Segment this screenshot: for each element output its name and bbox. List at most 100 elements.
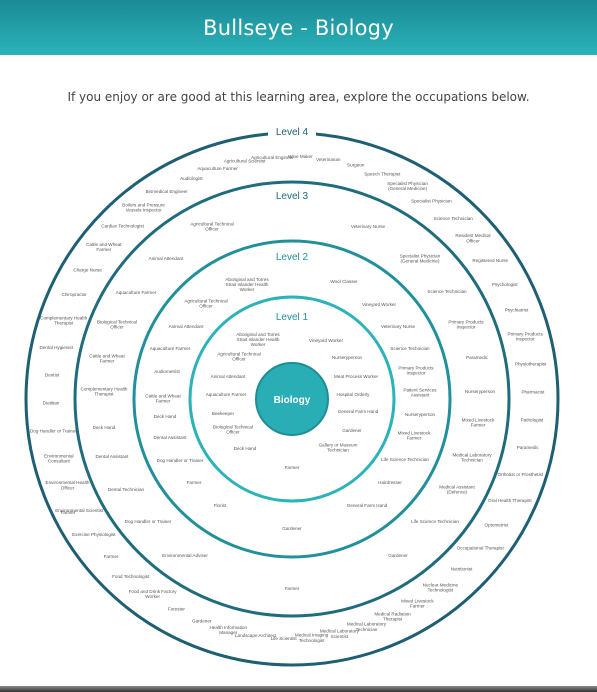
occupation-level4-7[interactable]: Science Technician bbox=[434, 216, 474, 221]
occupation-level1-14[interactable]: Vineyard Worker bbox=[309, 338, 344, 343]
occupation-level2-5[interactable]: Primary Products Inspector bbox=[398, 365, 434, 375]
occupation-level2-19[interactable]: Audiometrist bbox=[154, 369, 180, 374]
occupation-level3-6[interactable]: Mixed Livestock Farmer bbox=[462, 417, 495, 427]
occupation-level4-22[interactable]: Nuclear Medicine Technologist bbox=[423, 582, 459, 592]
occupation-level3-15[interactable]: Dental Assistant bbox=[96, 454, 130, 459]
occupation-level4-19[interactable]: Optometrist bbox=[485, 523, 509, 528]
occupation-level4-49[interactable]: Boilers and Pressure Vessels Inspector bbox=[122, 202, 165, 212]
occupation-level4-37[interactable]: Environmental Scientist bbox=[55, 508, 104, 513]
occupation-level3-7[interactable]: Medical Laboratory Technician bbox=[452, 452, 492, 462]
occupation-level3-2[interactable]: Science Technician bbox=[427, 289, 467, 294]
occupation-level4-3[interactable]: Surgeon bbox=[347, 163, 365, 168]
occupation-level4-43[interactable]: Dental Hygienist bbox=[40, 345, 74, 350]
occupation-level3-12[interactable]: Environmental Adviser bbox=[162, 553, 208, 558]
occupation-level1-8[interactable]: Gallery or Museum Technician bbox=[319, 442, 358, 452]
occupation-level4-5[interactable]: Specialist Physician (General Medicine) bbox=[387, 181, 428, 191]
occupation-level1-7[interactable]: Farmer bbox=[285, 465, 300, 470]
occupation-level3-8[interactable]: Medical Assistant (Defence) bbox=[439, 484, 475, 494]
occupation-level4-46[interactable]: Charge Nurse bbox=[73, 267, 102, 272]
occupation-level1-2[interactable]: Animal Attendant bbox=[211, 374, 246, 379]
occupation-level4-10[interactable]: Psychologist bbox=[492, 282, 519, 287]
occupation-level1-10[interactable]: General Farm Hand bbox=[338, 409, 379, 414]
occupation-level4-24[interactable]: Medical Radiation Therapist bbox=[374, 611, 411, 621]
occupation-level1-3[interactable]: Aquaculture Farmer bbox=[206, 392, 247, 397]
occupation-level4-26[interactable]: Medical Laboratory Scientist bbox=[320, 629, 360, 639]
occupation-level4-28[interactable]: Life Scientist bbox=[271, 636, 298, 641]
occupation-level4-18[interactable]: Oral Health Therapist bbox=[488, 498, 532, 503]
occupation-level4-31[interactable]: Gardener bbox=[192, 618, 212, 623]
occupation-level1-4[interactable]: Beekeeper bbox=[212, 411, 235, 416]
occupation-level4-34[interactable]: Food Technologist bbox=[112, 574, 150, 579]
occupation-level4-11[interactable]: Psychiatrist bbox=[505, 307, 529, 312]
occupation-level4-39[interactable]: Environmental Consultant bbox=[44, 453, 73, 463]
occupation-level1-11[interactable]: Hospital Orderly bbox=[337, 392, 371, 397]
occupation-level2-4[interactable]: Science Technician bbox=[390, 346, 430, 351]
occupation-level4-30[interactable]: Health Information Manager bbox=[209, 625, 247, 635]
occupation-level4-2[interactable]: Veterinarian bbox=[316, 157, 341, 162]
occupation-level1-9[interactable]: Gardener bbox=[342, 428, 362, 433]
occupation-level4-20[interactable]: Occupational Therapist bbox=[457, 546, 505, 551]
occupation-level2-10[interactable]: Hairdresser bbox=[378, 480, 402, 485]
occupation-level4-50[interactable]: Biomedical Engineer bbox=[146, 189, 189, 194]
occupation-level3-0[interactable]: Veterinary Nurse bbox=[351, 224, 386, 229]
occupation-level2-9[interactable]: Life Science Technician bbox=[381, 457, 429, 462]
occupation-level2-17[interactable]: Deck Hand bbox=[154, 414, 177, 419]
occupation-level2-0[interactable]: Aboriginal and Torres Strait Islander Hea… bbox=[225, 277, 269, 292]
occupation-level2-3[interactable]: Veterinary Nurse bbox=[381, 324, 416, 329]
occupation-level1-5[interactable]: Biological Technical Officer bbox=[213, 424, 253, 434]
occupation-level1-1[interactable]: Agricultural Technical Officer bbox=[217, 351, 260, 361]
occupation-outer-extra-0[interactable]: Farmer bbox=[61, 510, 76, 515]
occupation-level3-11[interactable]: Farmer bbox=[285, 586, 300, 591]
occupation-level3-5[interactable]: Nurseryperson bbox=[465, 389, 496, 394]
occupation-level4-8[interactable]: Resident Medical Officer bbox=[455, 233, 490, 243]
occupation-level4-51[interactable]: Audiologist bbox=[180, 176, 203, 181]
occupation-level3-17[interactable]: Complementary Health Therapist bbox=[81, 386, 128, 396]
occupation-level2-2[interactable]: Vineyard Worker bbox=[362, 302, 397, 307]
occupation-level4-21[interactable]: Nutritionist bbox=[451, 566, 473, 571]
occupation-level4-25[interactable]: Medical Laboratory Technician bbox=[347, 622, 387, 632]
occupation-level3-4[interactable]: Paramedic bbox=[466, 355, 489, 360]
occupation-level2-13[interactable]: Florist bbox=[214, 503, 227, 508]
occupation-level4-13[interactable]: Physiotherapist bbox=[515, 361, 547, 366]
occupation-level4-14[interactable]: Pharmacist bbox=[521, 389, 545, 394]
occupation-level4-48[interactable]: Cardiac Technologist bbox=[101, 224, 144, 229]
occupation-level3-1[interactable]: Specialist Physician (General Medicine) bbox=[400, 253, 441, 263]
occupation-level2-7[interactable]: Nurseryperson bbox=[405, 412, 436, 417]
occupation-level4-33[interactable]: Food and Drink Factory Worker bbox=[129, 589, 178, 599]
occupation-level4-45[interactable]: Chiropractor bbox=[62, 292, 88, 297]
occupation-level3-18[interactable]: Cattle and Wheat Farmer bbox=[89, 353, 125, 363]
occupation-level3-21[interactable]: Animal Attendant bbox=[149, 256, 184, 261]
occupation-level4-53[interactable]: Agricultural Scientist bbox=[224, 159, 266, 164]
occupation-level2-15[interactable]: Dog Handler or Trainer bbox=[157, 458, 204, 463]
occupation-level4-6[interactable]: Specialist Physician bbox=[411, 198, 452, 203]
occupation-level1-0[interactable]: Aboriginal and Torres Strait Islander Hea… bbox=[236, 332, 280, 347]
occupation-level2-20[interactable]: Aquaculture Farmer bbox=[150, 346, 191, 351]
occupation-level3-22[interactable]: Agricultural Technical Officer bbox=[190, 221, 233, 231]
occupation-level4-12[interactable]: Primary Products Inspector bbox=[508, 331, 544, 341]
occupation-level4-47[interactable]: Cattle and Wheat Farmer bbox=[86, 242, 122, 252]
occupation-level4-38[interactable]: Environmental Health Officer bbox=[46, 480, 90, 490]
occupation-level3-13[interactable]: Dog Handler or Trainer bbox=[125, 519, 172, 524]
occupation-level3-10[interactable]: Gardener bbox=[388, 553, 408, 558]
occupation-level3-16[interactable]: Deck Hand bbox=[93, 425, 116, 430]
occupation-level4-36[interactable]: Exercise Physiologist bbox=[72, 532, 116, 537]
occupation-level4-23[interactable]: Mixed Livestock Farmer bbox=[401, 598, 434, 608]
occupation-level2-8[interactable]: Mixed Livestock Farmer bbox=[398, 430, 431, 440]
occupation-level2-16[interactable]: Dental Assistant bbox=[154, 435, 188, 440]
occupation-level4-4[interactable]: Speech Therapist bbox=[364, 172, 401, 177]
occupation-level1-13[interactable]: Nurseryperson bbox=[332, 355, 363, 360]
occupation-level4-32[interactable]: Forester bbox=[168, 606, 186, 611]
occupation-level4-35[interactable]: Farmer bbox=[104, 554, 119, 559]
occupation-level4-1[interactable]: Wine Maker bbox=[288, 154, 313, 159]
occupation-level4-9[interactable]: Registered Nurse bbox=[472, 258, 508, 263]
occupation-level3-19[interactable]: Biological Technical Officer bbox=[97, 319, 137, 329]
occupation-level3-9[interactable]: Life Science Technician bbox=[411, 519, 459, 524]
occupation-level4-15[interactable]: Pathologist bbox=[521, 417, 544, 422]
occupation-level4-41[interactable]: Dietitian bbox=[43, 401, 60, 406]
occupation-level2-14[interactable]: Farmer bbox=[187, 480, 202, 485]
occupation-level4-16[interactable]: Paramedic bbox=[517, 445, 540, 450]
occupation-level3-14[interactable]: Dental Technician bbox=[108, 487, 145, 492]
occupation-level4-52[interactable]: Aquaculture Farmer bbox=[197, 166, 238, 171]
occupation-level4-27[interactable]: Medical Imaging Technologist bbox=[295, 633, 329, 643]
center-circle[interactable] bbox=[255, 362, 329, 436]
